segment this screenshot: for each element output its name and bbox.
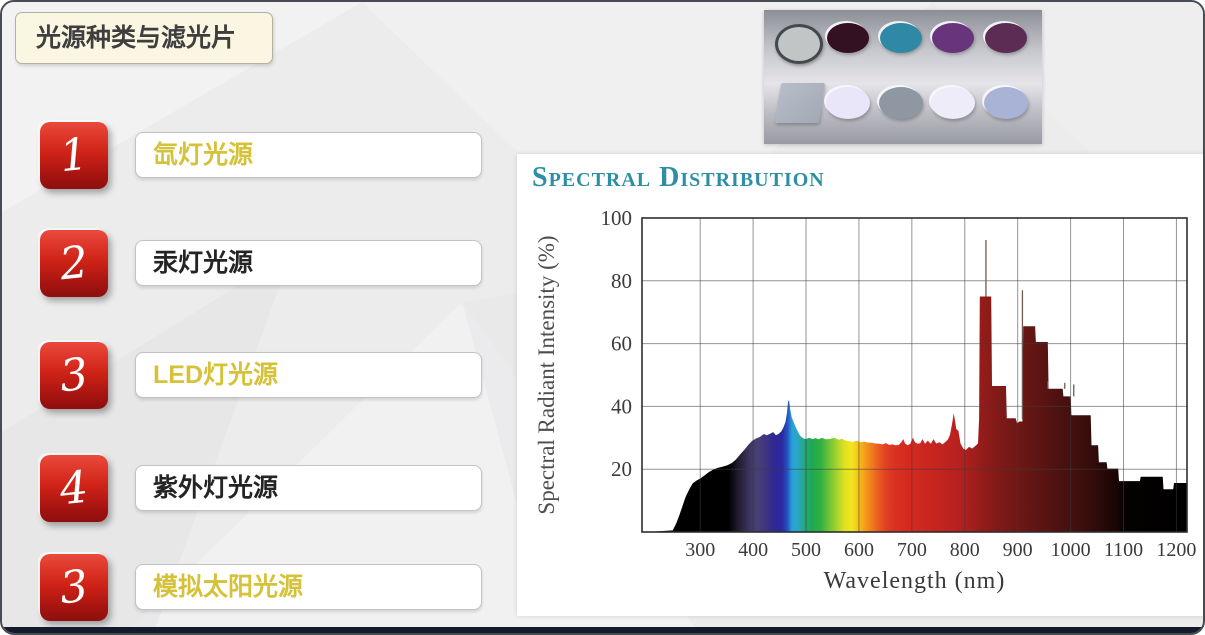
periwinkle-filter xyxy=(984,87,1028,119)
x-tick-label: 700 xyxy=(897,539,927,561)
item-label-box: 紫外灯光源 xyxy=(135,465,482,511)
item-label: 紫外灯光源 xyxy=(153,474,279,502)
item-label-box: 汞灯光源 xyxy=(135,240,482,286)
y-tick-label: 80 xyxy=(611,269,632,293)
item-number: 3 xyxy=(57,348,91,402)
x-tick-label: 1100 xyxy=(1104,539,1143,561)
x-tick-label: 300 xyxy=(685,539,715,561)
y-tick-label: 20 xyxy=(611,457,632,481)
item-label-box: 氙灯光源 xyxy=(135,132,482,178)
spectrum-area xyxy=(647,296,1187,532)
x-tick-label: 600 xyxy=(844,539,874,561)
gray-blue-filter xyxy=(879,87,923,119)
item-label: 模拟太阳光源 xyxy=(153,573,304,601)
filters-photo xyxy=(764,10,1042,144)
square-glass-filter xyxy=(774,83,826,123)
item-label: LED灯光源 xyxy=(153,361,279,389)
spectral-chart-panel: Spectral Distribution Spectral Radiant I… xyxy=(517,154,1203,616)
item-number: 2 xyxy=(57,236,91,290)
spectral-distribution-chart: 300 400 500 600 700 800 900 1000 1100 1200 20 40 60 8… xyxy=(601,206,1197,561)
x-tick-label: 400 xyxy=(738,539,768,561)
item-badge: 2 xyxy=(40,230,108,297)
item-badge: 4 xyxy=(40,455,108,522)
y-tick-label: 60 xyxy=(611,332,632,356)
item-number: 4 xyxy=(57,461,91,515)
item-number: 3 xyxy=(57,560,91,614)
slide-title: 光源种类与滤光片 xyxy=(36,24,237,52)
item-number: 1 xyxy=(57,128,91,182)
item-label-box: 模拟太阳光源 xyxy=(135,564,482,610)
item-badge: 1 xyxy=(40,122,108,189)
plot-border xyxy=(641,217,1188,533)
item-label: 汞灯光源 xyxy=(153,249,254,277)
dark-maroon-filter xyxy=(827,23,869,53)
teal-filter xyxy=(880,23,922,53)
item-badge: 3 xyxy=(40,554,108,621)
x-tick-label: 900 xyxy=(1003,539,1033,561)
x-tick-label: 800 xyxy=(950,539,980,561)
x-tick-label: 1200 xyxy=(1156,539,1196,561)
near-white-filter xyxy=(931,87,975,119)
purple-filter xyxy=(932,23,974,53)
neutral-gray-filter xyxy=(775,24,823,64)
x-axis-title: Wavelength (nm) xyxy=(823,568,1006,594)
item-label: 氙灯光源 xyxy=(153,141,254,169)
pale-lavender-filter xyxy=(826,87,870,119)
y-tick-label: 40 xyxy=(611,394,632,418)
x-tick-label: 1000 xyxy=(1051,539,1091,561)
item-badge: 3 xyxy=(40,342,108,409)
bottom-accent-bar xyxy=(2,627,1203,633)
chart-title: Spectral Distribution xyxy=(532,162,825,193)
y-tick-label: 100 xyxy=(601,206,633,230)
item-label-box: LED灯光源 xyxy=(135,352,482,398)
x-tick-label: 500 xyxy=(791,539,821,561)
plum-filter xyxy=(985,23,1027,53)
slide-title-box: 光源种类与滤光片 xyxy=(15,12,273,64)
